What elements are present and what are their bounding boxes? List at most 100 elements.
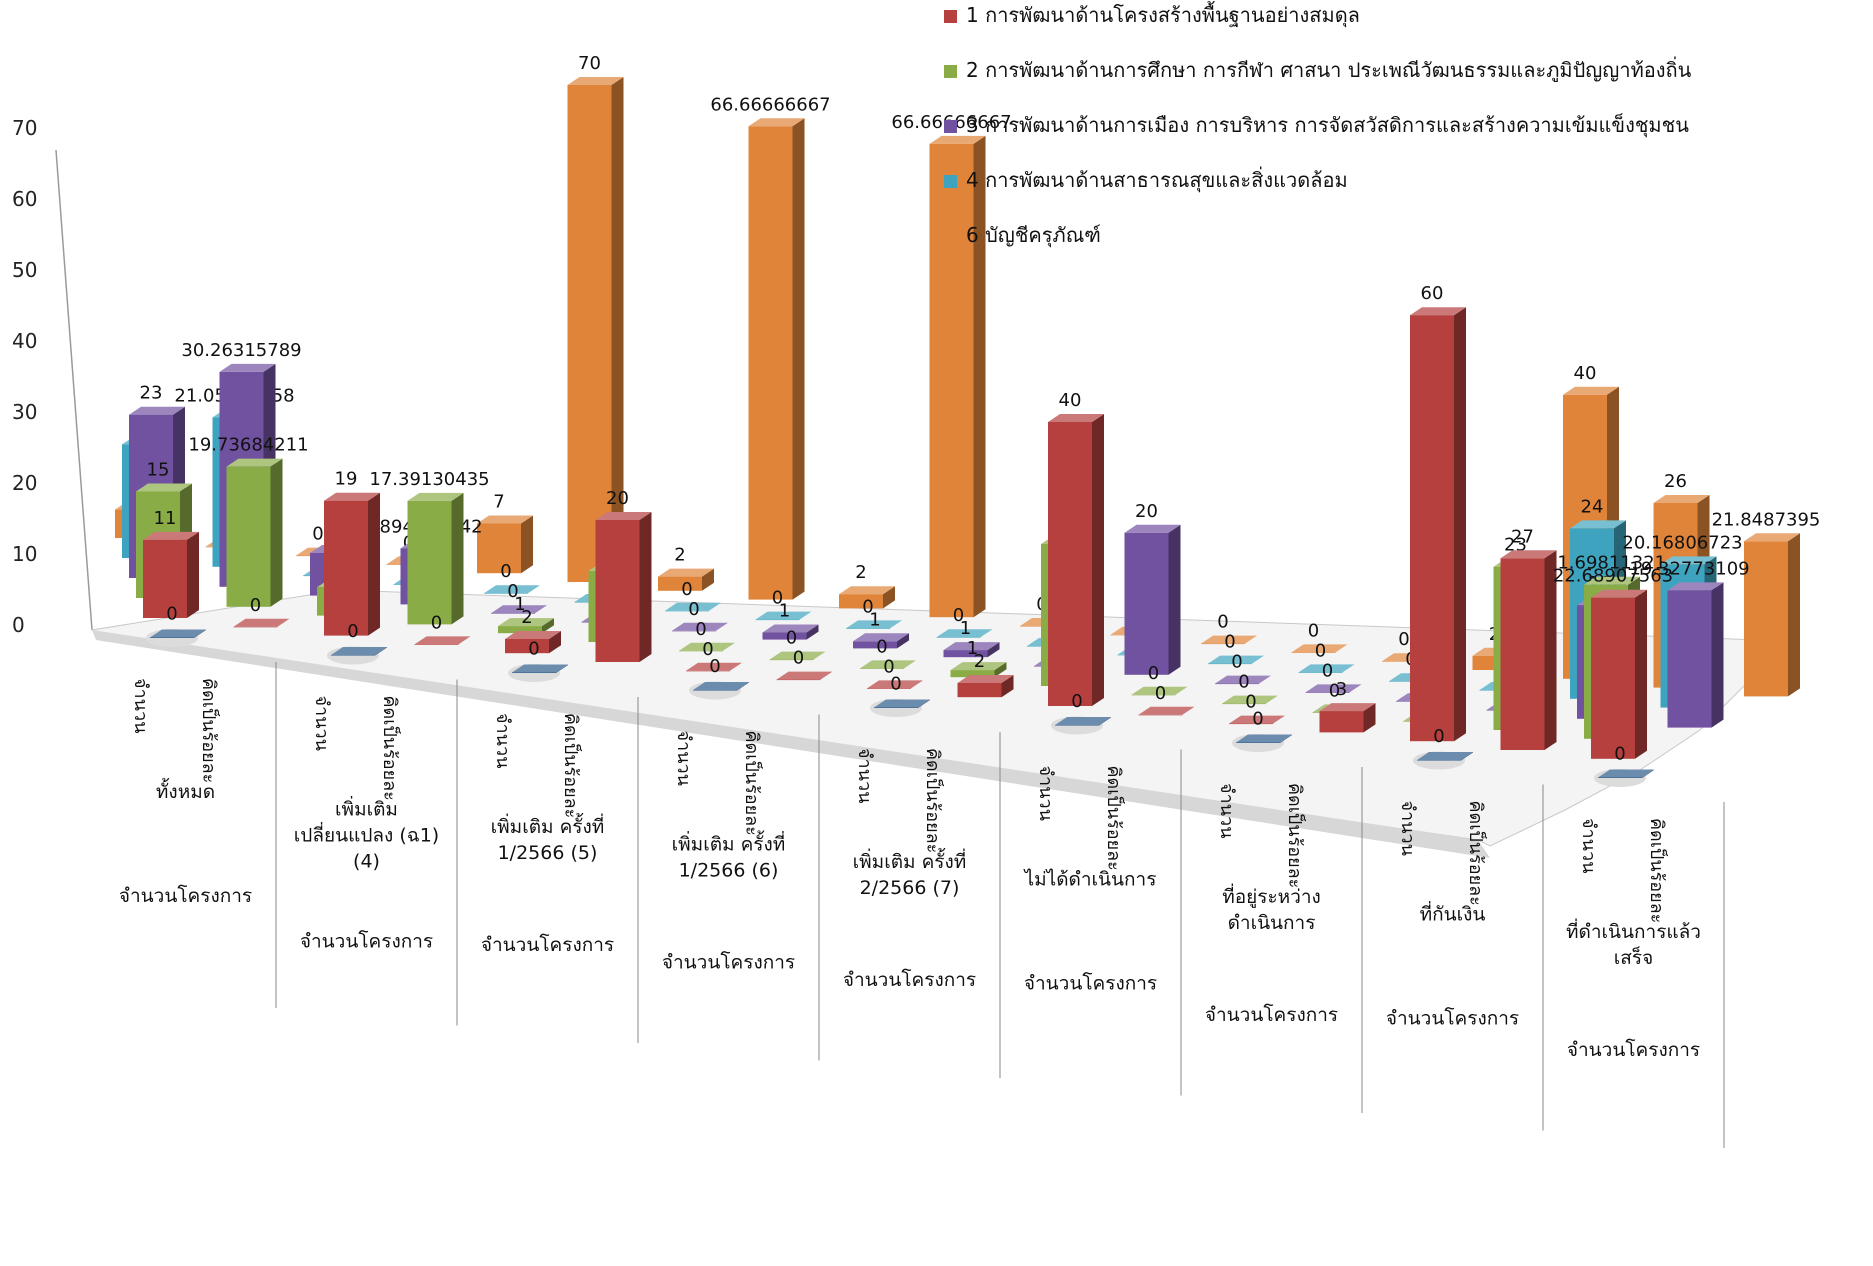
chart-legend: 1 การพัฒนาด้านโครงสร้างพื้นฐานอย่างสมดุล… [944, 1, 1692, 248]
bar [324, 492, 380, 636]
data-label: 0 [681, 579, 692, 600]
bar-top [1410, 307, 1466, 316]
bar-top [693, 682, 749, 690]
bar-side [542, 618, 554, 634]
bar-top [1305, 684, 1362, 693]
bar-top [860, 660, 916, 669]
category-label: ทั้งหมด [156, 778, 215, 803]
data-label: 0 [1252, 709, 1263, 730]
bar-top [1563, 386, 1619, 395]
bar [679, 642, 735, 652]
data-label: 70 [578, 53, 601, 74]
bar-side [187, 531, 199, 618]
bar-top [1201, 635, 1257, 644]
bar-side [987, 642, 1000, 658]
bar-side [1711, 582, 1724, 728]
bar-top [769, 651, 826, 660]
data-label: 11 [154, 508, 177, 529]
bar-front [505, 639, 549, 654]
data-label: 1 [869, 609, 880, 630]
bar-top [1598, 769, 1654, 778]
bar-front [1410, 315, 1454, 742]
bar [1236, 734, 1292, 743]
bar [929, 135, 986, 618]
bar-side [1001, 675, 1014, 698]
bar-side [270, 458, 283, 607]
bar-top [1048, 414, 1104, 422]
data-label: 21.8487395 [1712, 509, 1821, 530]
data-label: 2 [974, 651, 985, 672]
bar [1291, 644, 1348, 653]
bar [1298, 664, 1355, 673]
bar [1319, 703, 1376, 733]
bar [331, 647, 387, 656]
bar-side [737, 682, 749, 691]
legend-entry: 1 การพัฒนาด้านโครงสร้างพื้นฐานอย่างสมดุล [966, 1, 1360, 28]
data-label: 0 [166, 604, 177, 625]
bar-side [897, 633, 909, 649]
category-bottom-label: จำนวนโครงการ [843, 968, 976, 991]
bar [776, 671, 833, 681]
category-bottom-label: จำนวนโครงการ [1205, 1003, 1338, 1026]
bar-side [194, 629, 206, 638]
bar-side [973, 135, 986, 618]
bar [672, 622, 728, 632]
bar [658, 568, 714, 591]
bar-top [331, 647, 387, 655]
bar-top [1500, 550, 1557, 559]
bar-top [233, 618, 290, 627]
data-label: 0 [953, 605, 964, 626]
data-label: 30.26315789 [181, 340, 301, 361]
data-label: 0 [347, 621, 358, 642]
bar-side [451, 492, 464, 625]
bar-top [1319, 703, 1376, 712]
sub-category-label: คิดเป็นร้อยละ [198, 678, 221, 783]
bar-front [1236, 742, 1280, 743]
bar-front [776, 679, 821, 681]
bar [1124, 524, 1181, 675]
bar-front [686, 670, 730, 672]
bar [1667, 582, 1724, 728]
bar-front [1222, 703, 1266, 705]
bar-front [331, 655, 375, 656]
bar-top [679, 642, 735, 651]
data-label: 7 [493, 492, 504, 513]
bar-side [918, 699, 930, 708]
bar [936, 629, 993, 638]
y-axis-line [55, 149, 93, 631]
bar-front [512, 672, 556, 673]
data-label: 0 [793, 648, 804, 669]
bar-side [994, 662, 1007, 678]
bar [1744, 533, 1800, 697]
bar-top [1291, 644, 1348, 653]
data-label: 0 [786, 628, 797, 649]
category-label: 1/2566 (5) [498, 842, 598, 864]
bar-top [1298, 664, 1355, 673]
bar [867, 680, 923, 689]
bar-top [950, 662, 1007, 671]
data-label: 17.39130435 [369, 469, 489, 490]
category-label: เพิ่มเติม [335, 796, 398, 821]
bar [498, 618, 554, 634]
bar-top [874, 699, 930, 708]
bar-front [839, 594, 883, 609]
bar-top [1667, 582, 1724, 591]
sub-category-label: คิดเป็นร้อยละ [741, 731, 764, 836]
bar-front [853, 641, 897, 649]
bar [1305, 684, 1362, 693]
bar [484, 585, 540, 594]
data-label: 0 [1224, 632, 1235, 653]
bar-front [860, 668, 904, 669]
y-tick-label: 20 [12, 471, 37, 495]
bar-top [776, 671, 833, 680]
bar-top [512, 664, 568, 673]
data-label: 0 [688, 599, 699, 620]
sub-category-label: คิดเป็นร้อยละ [560, 713, 583, 818]
legend-swatch [944, 175, 957, 188]
bar-side [1461, 752, 1473, 761]
legend-entry: 2 การพัฒนาด้านการศึกษา การกีฬา ศาสนา ประ… [966, 56, 1692, 83]
category-bottom-label: จำนวนโครงการ [1567, 1038, 1700, 1061]
bar-top [929, 135, 986, 144]
data-label: 0 [890, 674, 901, 695]
bar-side [1168, 524, 1181, 675]
